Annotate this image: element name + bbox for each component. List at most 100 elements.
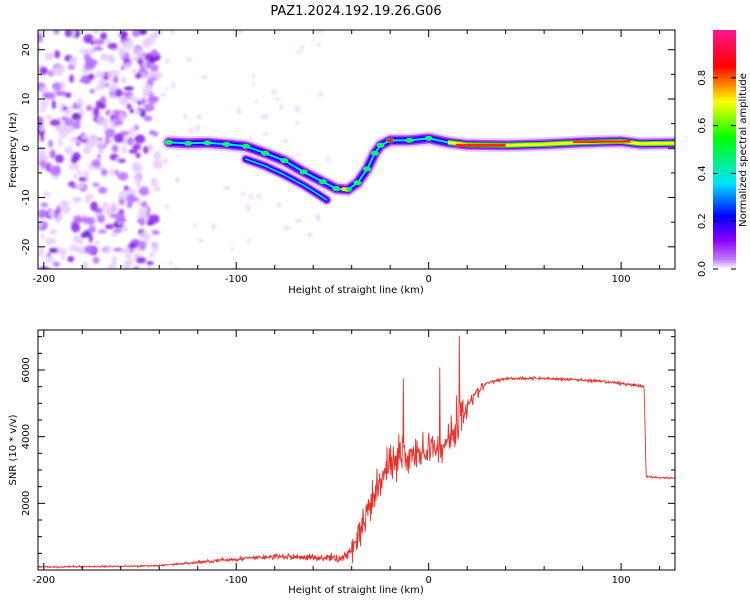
noise-blob <box>105 109 111 116</box>
snr-y-axis-label: SNR (10 * v/v) <box>8 414 19 485</box>
noise-blob <box>55 154 64 163</box>
snr-line <box>38 335 675 569</box>
noise-blob <box>294 105 301 113</box>
noise-blob <box>260 114 266 120</box>
noise-blob <box>264 113 269 120</box>
noise-blob <box>142 84 153 95</box>
x-tick-label: -100 <box>225 575 248 586</box>
x-tick-label: 0 <box>425 575 431 586</box>
noise-blob <box>316 42 322 48</box>
noise-blob <box>45 237 54 246</box>
noise-blob <box>72 102 78 110</box>
noise-blob <box>149 64 159 72</box>
noise-blob <box>39 66 48 75</box>
noise-blob <box>249 194 254 200</box>
noise-blob <box>38 251 45 257</box>
noise-blob <box>38 154 50 161</box>
noise-blob <box>85 195 91 204</box>
noise-blob <box>128 95 134 101</box>
noise-blob <box>54 50 61 59</box>
noise-blob <box>118 158 126 163</box>
noise-blob <box>87 73 95 80</box>
noise-blob <box>197 237 204 243</box>
noise-blob <box>45 256 55 263</box>
noise-blob <box>40 132 45 143</box>
y-tick-label: -10 <box>21 189 32 205</box>
x-tick-label: -200 <box>32 274 55 285</box>
y-tick-label: 0 <box>21 145 32 151</box>
noise-blob <box>143 40 152 46</box>
noise-blob <box>147 35 158 40</box>
snr-plot-area <box>38 330 675 570</box>
noise-blob <box>99 142 104 149</box>
noise-blob <box>38 107 46 113</box>
ridge-spot <box>353 180 362 186</box>
noise-blob <box>73 173 78 179</box>
noise-blob <box>175 177 180 183</box>
ridge-spot <box>376 142 385 148</box>
noise-blob <box>239 192 246 197</box>
noise-blob <box>61 247 67 255</box>
noise-blob <box>143 115 153 122</box>
noise-blob <box>97 186 108 194</box>
noise-blob <box>120 30 126 41</box>
noise-blob <box>137 100 142 106</box>
noise-blob <box>67 255 75 263</box>
noise-blob <box>53 30 60 35</box>
noise-blob <box>92 182 100 187</box>
noise-blob <box>88 233 93 243</box>
noise-blob <box>137 208 148 214</box>
noise-blob <box>129 57 140 62</box>
noise-blob <box>152 159 164 170</box>
noise-blob <box>97 79 108 88</box>
noise-blob <box>115 88 123 98</box>
ridge-peak <box>572 140 631 144</box>
x-tick-label: 0 <box>425 274 431 285</box>
noise-blob <box>123 86 134 91</box>
noise-blob <box>122 145 127 155</box>
ridge-spot <box>332 186 341 192</box>
noise-blob <box>90 201 98 212</box>
noise-blob <box>55 90 67 97</box>
noise-blob <box>49 119 61 127</box>
noise-blob <box>135 256 146 264</box>
noise-blob <box>150 49 159 57</box>
noise-blob <box>60 81 66 91</box>
noise-blob <box>100 32 108 40</box>
spectrogram-y-axis-label: Frequency (Hz) <box>8 112 19 188</box>
noise-blob <box>110 201 117 210</box>
x-tick-label: -100 <box>225 274 248 285</box>
noise-blob <box>129 108 134 114</box>
noise-blob <box>48 210 55 218</box>
noise-blob <box>126 103 132 110</box>
noise-blob <box>230 246 234 251</box>
noise-blob <box>146 234 151 240</box>
noise-blob <box>40 234 45 239</box>
snr-axes: -200 -100 0 100 2000 4000 6000 <box>21 330 675 586</box>
spectrogram-marks <box>38 30 675 269</box>
noise-blob <box>152 243 160 252</box>
noise-blob <box>149 56 160 62</box>
noise-blob <box>164 204 171 210</box>
noise-blob <box>147 95 158 105</box>
chart-title: PAZ1.2024.192.19.26.G06 <box>270 4 441 19</box>
colorbar-label: Normalized spectral amplitude <box>738 73 749 227</box>
noise-blob <box>120 248 131 254</box>
noise-blob <box>147 143 153 152</box>
noise-blob <box>117 217 127 223</box>
noise-blob <box>81 134 88 140</box>
noise-blob <box>251 82 256 86</box>
noise-blob <box>118 190 127 200</box>
noise-blob <box>151 71 163 79</box>
noise-blob <box>126 202 133 209</box>
noise-blob <box>185 57 193 62</box>
noise-blob <box>38 222 43 228</box>
noise-blob <box>137 57 144 66</box>
noise-blob <box>123 259 132 269</box>
noise-blob <box>39 266 50 269</box>
noise-blob <box>62 106 68 111</box>
noise-blob <box>91 159 101 168</box>
noise-blob <box>274 96 280 101</box>
noise-blob <box>151 229 160 235</box>
